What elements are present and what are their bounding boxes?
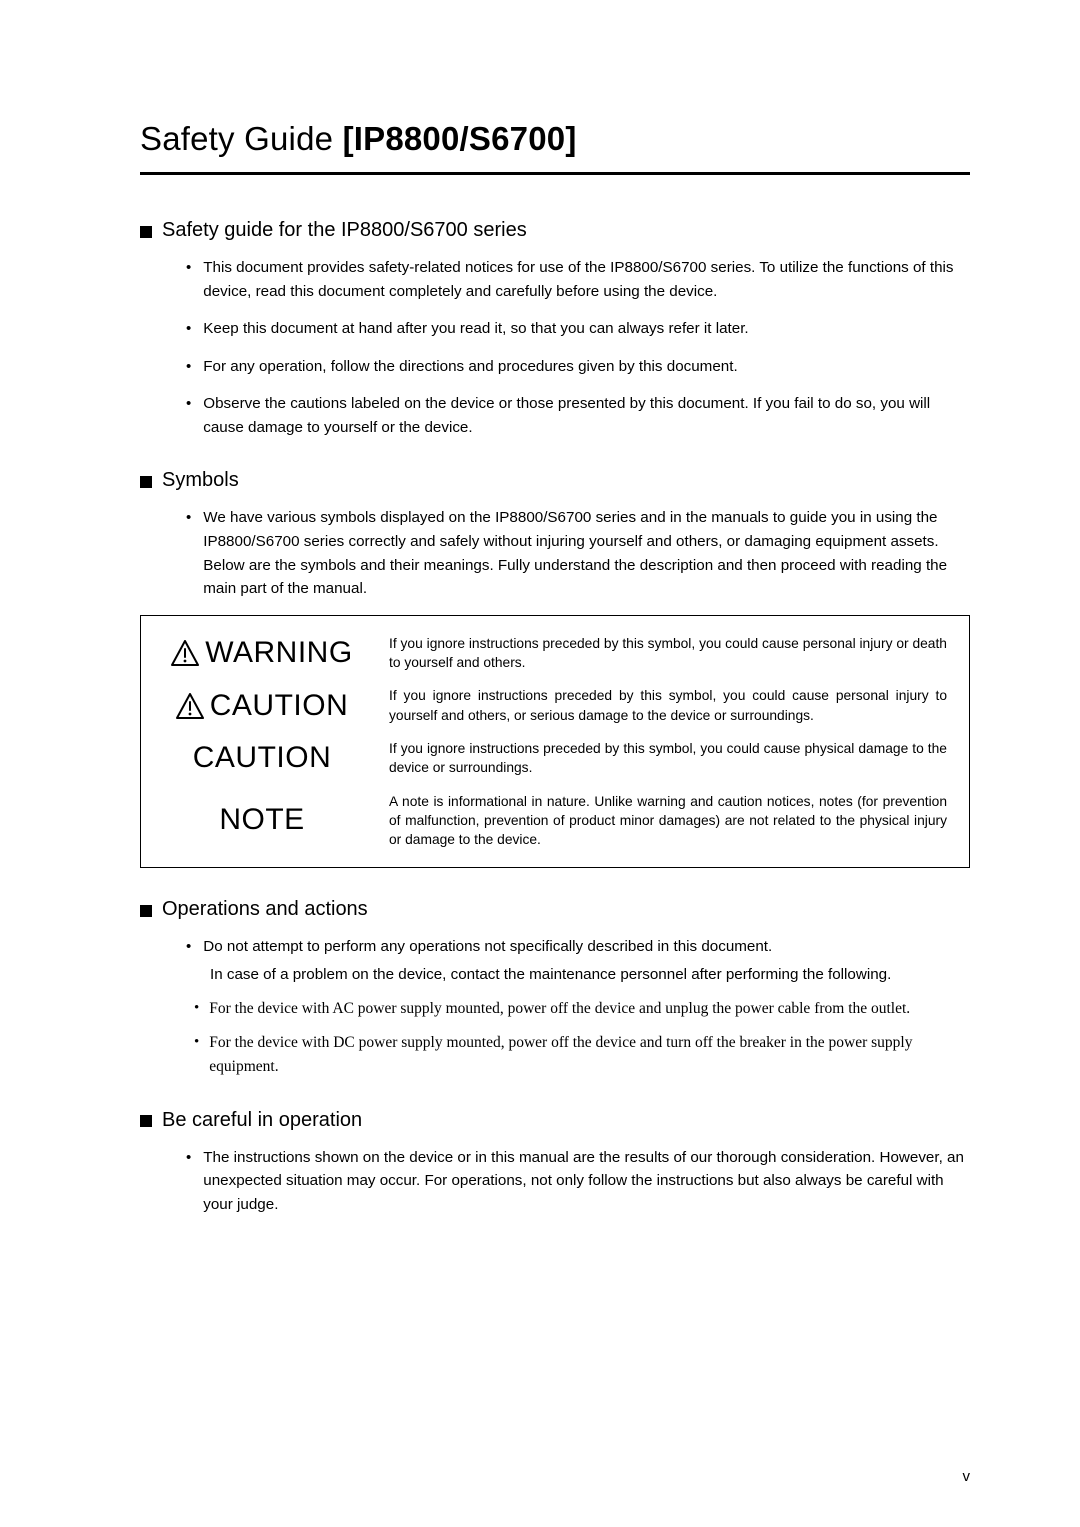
symbol-label: CAUTION (210, 689, 349, 723)
section-be-careful: Be careful in operation •The instruction… (140, 1109, 970, 1217)
bullet-list: • This document provides safety-related n… (186, 256, 970, 439)
bullet-list: •We have various symbols displayed on th… (186, 506, 970, 600)
sub-bullet-text: For the device with DC power supply moun… (209, 1031, 970, 1079)
list-item: •The instructions shown on the device or… (186, 1146, 970, 1217)
table-row: CAUTION If you ignore instructions prece… (159, 686, 947, 725)
heading-text: Be careful in operation (162, 1109, 362, 1132)
list-item: • For the device with AC power supply mou… (194, 997, 970, 1021)
paragraph: In case of a problem on the device, cont… (210, 963, 970, 987)
sub-bullet-list: • For the device with AC power supply mou… (194, 997, 970, 1079)
warning-triangle-icon (171, 640, 199, 666)
bullet-list: • Do not attempt to perform any operation… (186, 935, 970, 1078)
symbol-label: NOTE (219, 803, 304, 837)
warning-triangle-icon (176, 693, 204, 719)
list-item: •For the device with DC power supply mou… (194, 1031, 970, 1079)
bullet-text: The instructions shown on the device or … (203, 1146, 970, 1217)
heading-text: Symbols (162, 469, 239, 492)
title-plain: Safety Guide (140, 120, 343, 157)
table-row: NOTE A note is informational in nature. … (159, 792, 947, 850)
symbol-description: If you ignore instructions preceded by t… (389, 634, 947, 673)
heading-text: Operations and actions (162, 898, 368, 921)
bullet-list: •The instructions shown on the device or… (186, 1146, 970, 1217)
bullet-text: We have various symbols displayed on the… (203, 506, 970, 600)
page-title: Safety Guide [IP8800/S6700] (140, 120, 970, 158)
list-item: • Observe the cautions labeled on the dev… (186, 392, 970, 439)
symbol-label: CAUTION (193, 741, 332, 775)
page: Safety Guide [IP8800/S6700] Safety guide… (0, 0, 1080, 1527)
symbol-description: If you ignore instructions preceded by t… (389, 739, 947, 778)
section-heading: Safety guide for the IP8800/S6700 series (140, 219, 970, 242)
symbol-label-cell: CAUTION (159, 741, 365, 775)
bullet-text: Do not attempt to perform any operations… (203, 935, 970, 959)
bullet-text: Keep this document at hand after you rea… (203, 317, 970, 341)
bullet-dot-icon: • (186, 1146, 191, 1217)
bullet-text: For any operation, follow the directions… (203, 355, 970, 379)
list-item: •We have various symbols displayed on th… (186, 506, 970, 600)
symbol-label: WARNING (205, 636, 352, 670)
bullet-dot-icon: • (194, 1031, 199, 1079)
section-heading: Be careful in operation (140, 1109, 970, 1132)
section-symbols: Symbols •We have various symbols display… (140, 469, 970, 868)
square-bullet-icon (140, 905, 152, 917)
heading-text: Safety guide for the IP8800/S6700 series (162, 219, 527, 242)
table-row: CAUTION If you ignore instructions prece… (159, 739, 947, 778)
symbol-label-cell: WARNING (159, 636, 365, 670)
title-bold: [IP8800/S6700] (343, 120, 577, 157)
table-row: WARNING If you ignore instructions prece… (159, 634, 947, 673)
bullet-text: This document provides safety-related no… (203, 256, 970, 303)
bullet-dot-icon: • (186, 392, 191, 439)
square-bullet-icon (140, 1115, 152, 1127)
square-bullet-icon (140, 476, 152, 488)
bullet-dot-icon: • (194, 997, 199, 1021)
bullet-dot-icon: • (186, 317, 191, 341)
symbols-table: WARNING If you ignore instructions prece… (140, 615, 970, 869)
list-item: • Keep this document at hand after you re… (186, 317, 970, 341)
bullet-dot-icon: • (186, 355, 191, 379)
section-heading: Symbols (140, 469, 970, 492)
bullet-dot-icon: • (186, 256, 191, 303)
title-rule: Safety Guide [IP8800/S6700] (140, 120, 970, 175)
symbol-label-cell: NOTE (159, 803, 365, 837)
bullet-text: Observe the cautions labeled on the devi… (203, 392, 970, 439)
sub-bullet-text: For the device with AC power supply moun… (209, 997, 970, 1021)
bullet-dot-icon: • (186, 935, 191, 959)
symbol-description: A note is informational in nature. Unlik… (389, 792, 947, 850)
section-safety-guide: Safety guide for the IP8800/S6700 series… (140, 219, 970, 439)
section-heading: Operations and actions (140, 898, 970, 921)
page-number: v (963, 1468, 971, 1485)
bullet-dot-icon: • (186, 506, 191, 600)
section-operations: Operations and actions • Do not attempt t… (140, 898, 970, 1078)
list-item: • For any operation, follow the direction… (186, 355, 970, 379)
list-item: • Do not attempt to perform any operation… (186, 935, 970, 959)
symbol-label-cell: CAUTION (159, 689, 365, 723)
list-item: • This document provides safety-related n… (186, 256, 970, 303)
symbol-description: If you ignore instructions preceded by t… (389, 686, 947, 725)
square-bullet-icon (140, 226, 152, 238)
